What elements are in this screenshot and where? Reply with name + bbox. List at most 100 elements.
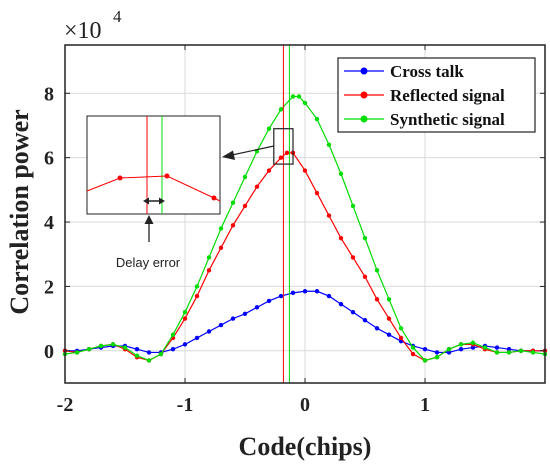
legend-entry-reflected-signal: Reflected signal [344, 86, 505, 105]
data-point [278, 107, 284, 112]
series-synthetic-signal [62, 94, 548, 363]
data-point [242, 203, 248, 209]
data-point [314, 289, 320, 294]
data-point [302, 168, 308, 173]
data-point [218, 245, 224, 250]
legend-marker-reflected-signal [360, 91, 368, 99]
data-point [374, 326, 380, 331]
data-point [296, 94, 302, 99]
data-point [170, 347, 176, 352]
data-point [284, 150, 290, 156]
y-tick-label: 8 [44, 83, 54, 105]
data-point [158, 351, 164, 357]
delay-error-label: Delay error [116, 255, 181, 270]
data-point [230, 200, 236, 205]
inset-zoom-view [86, 115, 221, 215]
data-point [338, 171, 344, 176]
y-axis-label: Correlation power [5, 109, 34, 314]
legend-label-synthetic-signal: Synthetic signal [390, 110, 505, 129]
data-point [386, 332, 392, 337]
data-point [182, 342, 188, 347]
data-point [194, 284, 200, 289]
data-point [398, 326, 404, 331]
data-point [194, 335, 200, 341]
data-point [362, 235, 368, 241]
data-point [446, 350, 452, 355]
legend-entry-synthetic-signal: Synthetic signal [344, 110, 505, 129]
data-point [242, 174, 248, 180]
data-point [374, 297, 380, 302]
data-point [386, 297, 392, 302]
x-tick-label: -1 [177, 394, 194, 416]
data-point [290, 290, 296, 296]
data-point [74, 350, 80, 355]
data-point [134, 353, 140, 358]
data-point [530, 350, 536, 355]
data-point [230, 223, 236, 228]
data-point [266, 298, 272, 304]
vertical-lines [282, 45, 290, 383]
data-point [146, 350, 152, 355]
delay-error-double-arrow [143, 197, 165, 205]
data-point [494, 345, 500, 350]
data-point [482, 345, 488, 350]
data-point [422, 347, 428, 352]
data-point [350, 203, 356, 209]
zoom-pointer-arrow [222, 145, 275, 160]
data-point [434, 350, 440, 355]
data-point [242, 311, 248, 316]
data-point [314, 190, 320, 196]
data-point [518, 348, 524, 354]
data-point [194, 293, 200, 299]
data-point [350, 255, 356, 260]
data-point [326, 142, 332, 147]
legend-marker-cross-talk [360, 67, 368, 75]
data-point [98, 343, 104, 349]
data-point [302, 100, 308, 106]
data-point [266, 126, 272, 131]
delay-error-annotation: Delay error [116, 215, 181, 270]
data-point [410, 351, 416, 357]
inset-frame [86, 115, 221, 215]
data-point [398, 335, 404, 341]
data-point [506, 350, 512, 355]
x-tick-label: 1 [420, 394, 430, 416]
inset-marker [164, 173, 170, 179]
y-tick-label: 0 [44, 341, 54, 363]
x-tick-label: 0 [300, 394, 310, 416]
y-multiplier-exponent: 4 [113, 7, 122, 26]
data-point [302, 289, 308, 294]
data-point [110, 342, 116, 347]
data-point [86, 347, 92, 352]
data-point [254, 184, 260, 189]
legend-marker-synthetic-signal [360, 115, 368, 123]
data-point [470, 345, 476, 350]
data-point [350, 309, 356, 315]
x-tick-label: -2 [57, 394, 74, 416]
data-point [386, 316, 392, 321]
data-point [494, 350, 500, 355]
data-point [218, 322, 224, 328]
y-tick-label: 6 [44, 148, 54, 170]
data-point [362, 318, 368, 323]
data-point [134, 347, 140, 352]
data-point [338, 301, 344, 307]
data-point [338, 235, 344, 241]
data-point [278, 155, 284, 160]
legend: Cross talk Reflected signal Synthetic si… [337, 57, 536, 133]
inset-marker [117, 175, 123, 181]
data-point [314, 116, 320, 122]
y-tick-label: 2 [44, 276, 54, 298]
data-point [254, 305, 260, 310]
x-axis-label: Code(chips) [239, 432, 372, 461]
data-point [230, 316, 236, 321]
legend-entry-cross-talk: Cross talk [344, 62, 464, 81]
data-point [326, 293, 332, 299]
data-point [278, 293, 284, 299]
data-point [290, 94, 296, 99]
data-point [362, 274, 368, 279]
data-point [446, 347, 452, 352]
data-point [146, 358, 152, 363]
data-point [206, 268, 212, 273]
